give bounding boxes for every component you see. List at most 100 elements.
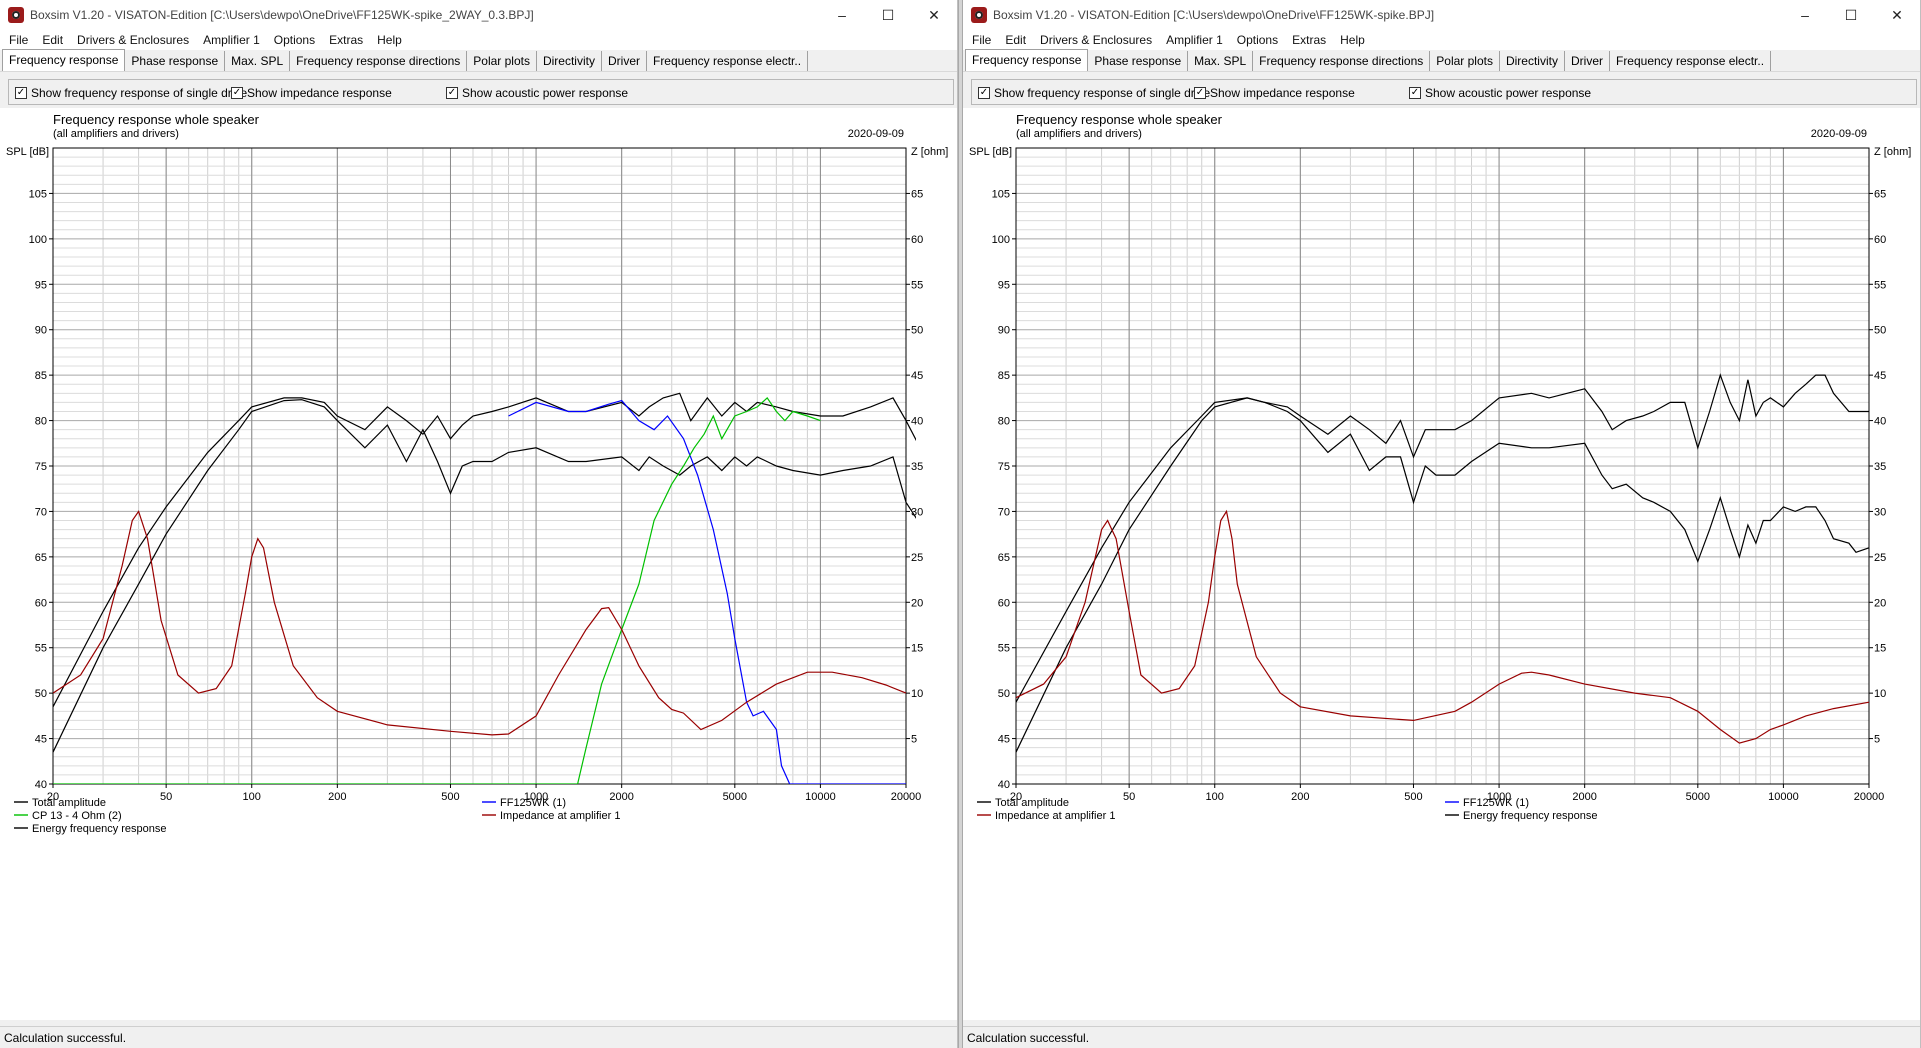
legend-label: Total amplitude bbox=[995, 797, 1069, 809]
y-tick-label: 45 bbox=[998, 734, 1010, 746]
x-tick-label: 100 bbox=[243, 791, 261, 803]
menu-extras[interactable]: Extras bbox=[329, 33, 364, 47]
frequency-response-chart: Frequency response whole speaker(all amp… bbox=[963, 108, 1920, 1020]
menu-drivers-enclosures[interactable]: Drivers & Enclosures bbox=[1040, 33, 1153, 47]
checkbox-checked-icon[interactable]: ✓ bbox=[15, 87, 27, 99]
maximize-icon[interactable]: ☐ bbox=[881, 6, 895, 23]
y-tick-label: 55 bbox=[35, 643, 47, 655]
checkbox-checked-icon[interactable]: ✓ bbox=[1409, 87, 1421, 99]
y2-tick-label: 65 bbox=[1874, 188, 1886, 200]
close-icon[interactable]: ✕ bbox=[928, 6, 940, 23]
y-tick-label: 80 bbox=[35, 416, 47, 428]
tab-phase-response[interactable]: Phase response bbox=[1088, 51, 1189, 71]
y2-tick-label: 45 bbox=[1874, 370, 1886, 382]
x-tick-label: 200 bbox=[1291, 791, 1309, 803]
tab-frequency-response[interactable]: Frequency response bbox=[965, 49, 1089, 71]
legend-label: FF125WK (1) bbox=[1463, 797, 1529, 809]
option-impedance[interactable]: ✓ Show impedance response bbox=[231, 86, 392, 100]
tab-frequency-response-directions[interactable]: Frequency response directions bbox=[290, 51, 468, 71]
option-impedance[interactable]: ✓ Show impedance response bbox=[1194, 86, 1355, 100]
series-line-energy-frequency-response bbox=[1016, 397, 1870, 753]
option-single-drive[interactable]: ✓ Show frequency response of single drive bbox=[978, 86, 1211, 100]
chart-date: 2020-09-09 bbox=[848, 128, 904, 140]
tab-polar-plots[interactable]: Polar plots bbox=[1430, 51, 1500, 71]
y2-tick-label: 40 bbox=[1874, 416, 1886, 428]
menu-file[interactable]: File bbox=[972, 33, 992, 47]
y2-tick-label: 50 bbox=[1874, 325, 1886, 337]
y-tick-label: 60 bbox=[998, 597, 1010, 609]
option-acoustic-power[interactable]: ✓ Show acoustic power response bbox=[1409, 86, 1592, 100]
menu-options[interactable]: Options bbox=[273, 33, 316, 47]
tab-bar: Frequency response Phase response Max. S… bbox=[0, 49, 957, 72]
window-title: Boxsim V1.20 - VISATON-Edition [C:\Users… bbox=[30, 8, 534, 22]
boxsim-window-left: Boxsim V1.20 - VISATON-Edition [C:\Users… bbox=[0, 0, 958, 1048]
chart-subtitle: (all amplifiers and drivers) bbox=[1016, 128, 1142, 140]
y-tick-label: 95 bbox=[998, 279, 1010, 291]
y-tick-label: 100 bbox=[992, 234, 1010, 246]
checkbox-checked-icon[interactable]: ✓ bbox=[446, 87, 458, 99]
tab-max-spl[interactable]: Max. SPL bbox=[1188, 51, 1254, 71]
y-tick-label: 40 bbox=[35, 779, 47, 791]
minimize-icon[interactable]: – bbox=[838, 7, 846, 23]
tab-directivity[interactable]: Directivity bbox=[1500, 51, 1565, 71]
y-tick-label: 50 bbox=[35, 688, 47, 700]
menu-edit[interactable]: Edit bbox=[42, 33, 64, 47]
y2-tick-label: 40 bbox=[911, 416, 923, 428]
status-bar: Calculation successful. bbox=[963, 1026, 1920, 1048]
checkbox-checked-icon[interactable]: ✓ bbox=[231, 87, 243, 99]
tab-driver[interactable]: Driver bbox=[1565, 51, 1610, 71]
menu-bar: File Edit Drivers & Enclosures Amplifier… bbox=[0, 30, 957, 50]
series-line-total-amplitude bbox=[1016, 373, 1869, 703]
y-tick-label: 50 bbox=[998, 688, 1010, 700]
tab-driver[interactable]: Driver bbox=[602, 51, 647, 71]
x-tick-label: 20 bbox=[47, 791, 59, 803]
minimize-icon[interactable]: – bbox=[1801, 7, 1809, 23]
y2-tick-label: 45 bbox=[911, 370, 923, 382]
menu-help[interactable]: Help bbox=[1340, 33, 1365, 47]
x-tick-label: 20000 bbox=[1854, 791, 1885, 803]
menu-file[interactable]: File bbox=[9, 33, 29, 47]
x-tick-label: 10000 bbox=[1768, 791, 1799, 803]
tab-max-spl[interactable]: Max. SPL bbox=[225, 51, 291, 71]
legend-label: Impedance at amplifier 1 bbox=[500, 810, 620, 822]
checkbox-checked-icon[interactable]: ✓ bbox=[978, 87, 990, 99]
x-tick-label: 200 bbox=[328, 791, 346, 803]
x-tick-label: 5000 bbox=[1686, 791, 1710, 803]
y2-tick-label: 35 bbox=[911, 461, 923, 473]
x-tick-label: 500 bbox=[441, 791, 459, 803]
tab-polar-plots[interactable]: Polar plots bbox=[467, 51, 537, 71]
tab-frequency-response-electrical[interactable]: Frequency response electr.. bbox=[647, 51, 809, 71]
checkbox-checked-icon[interactable]: ✓ bbox=[1194, 87, 1206, 99]
menu-amplifier[interactable]: Amplifier 1 bbox=[1166, 33, 1223, 47]
y2-tick-label: 20 bbox=[1874, 597, 1886, 609]
tab-frequency-response-electrical[interactable]: Frequency response electr.. bbox=[1610, 51, 1772, 71]
y2-tick-label: 55 bbox=[911, 279, 923, 291]
y2-tick-label: 10 bbox=[1874, 688, 1886, 700]
menu-amplifier[interactable]: Amplifier 1 bbox=[203, 33, 260, 47]
menu-bar: File Edit Drivers & Enclosures Amplifier… bbox=[963, 30, 1920, 50]
window-title: Boxsim V1.20 - VISATON-Edition [C:\Users… bbox=[993, 8, 1435, 22]
menu-help[interactable]: Help bbox=[377, 33, 402, 47]
series-line-total-amplitude bbox=[53, 392, 916, 708]
menu-options[interactable]: Options bbox=[1236, 33, 1279, 47]
boxsim-app-icon bbox=[971, 7, 987, 23]
tab-directivity[interactable]: Directivity bbox=[537, 51, 602, 71]
option-acoustic-power[interactable]: ✓ Show acoustic power response bbox=[446, 86, 629, 100]
tab-phase-response[interactable]: Phase response bbox=[125, 51, 226, 71]
menu-extras[interactable]: Extras bbox=[1292, 33, 1327, 47]
options-bar: ✓ Show frequency response of single drive… bbox=[971, 79, 1917, 105]
chart-subtitle: (all amplifiers and drivers) bbox=[53, 128, 179, 140]
tab-frequency-response-directions[interactable]: Frequency response directions bbox=[1253, 51, 1431, 71]
menu-edit[interactable]: Edit bbox=[1005, 33, 1027, 47]
y-tick-label: 70 bbox=[35, 506, 47, 518]
option-single-drive[interactable]: ✓ Show frequency response of single drive bbox=[15, 86, 248, 100]
tab-frequency-response[interactable]: Frequency response bbox=[2, 49, 126, 71]
close-icon[interactable]: ✕ bbox=[1891, 6, 1903, 23]
menu-drivers-enclosures[interactable]: Drivers & Enclosures bbox=[77, 33, 190, 47]
chart-title: Frequency response whole speaker bbox=[1016, 112, 1223, 127]
maximize-icon[interactable]: ☐ bbox=[1844, 6, 1858, 23]
y-tick-label: 70 bbox=[998, 506, 1010, 518]
x-tick-label: 50 bbox=[1123, 791, 1135, 803]
frequency-response-chart: Frequency response whole speaker(all amp… bbox=[0, 108, 957, 1020]
x-tick-label: 5000 bbox=[723, 791, 747, 803]
